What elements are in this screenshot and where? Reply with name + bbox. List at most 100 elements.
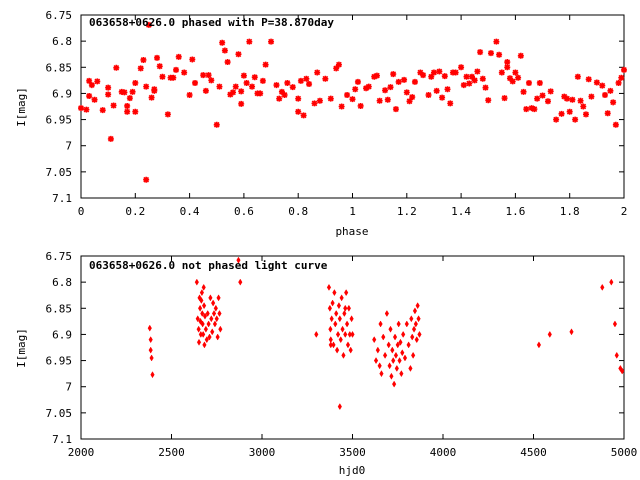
data-point (394, 364, 399, 372)
phased-plot-ylabel: I[mag] (15, 87, 28, 127)
data-point (406, 341, 411, 349)
data-point (404, 320, 409, 328)
data-point (372, 336, 377, 344)
data-point (300, 112, 307, 119)
data-point (411, 78, 418, 85)
data-point (430, 69, 437, 76)
data-point (395, 341, 400, 349)
data-point (363, 85, 370, 92)
data-point (375, 346, 380, 354)
data-point (238, 278, 243, 286)
data-point (337, 403, 342, 411)
data-point (387, 362, 392, 370)
data-point (580, 103, 587, 110)
data-point (137, 65, 144, 72)
y-tick-label: 7.05 (46, 407, 73, 420)
data-point (479, 75, 486, 82)
x-tick-label: 2500 (158, 446, 185, 459)
data-point (208, 77, 215, 84)
data-point (147, 324, 152, 332)
data-point (345, 341, 351, 349)
data-point (78, 105, 84, 112)
phased-plot-xlabel: phase (335, 225, 368, 238)
data-point (420, 72, 427, 79)
x-tick-label: 1.2 (397, 205, 417, 218)
data-point (585, 76, 592, 83)
data-point (544, 98, 551, 105)
data-point (349, 96, 356, 103)
data-point (207, 333, 212, 341)
unphased-plot-ticks: 2000 2500 3000 3500 4000 4500 5000 6.75 6.8 6.85 6… (46, 250, 638, 459)
data-point (276, 95, 283, 102)
x-tick-label: 1.4 (451, 205, 471, 218)
data-point (536, 79, 543, 86)
unphased-plot-title: 063658+0626.0 not phased light curve (89, 259, 328, 272)
data-point (382, 87, 389, 94)
data-point (327, 95, 334, 102)
data-point (156, 63, 163, 70)
data-point (400, 349, 405, 357)
data-point (99, 107, 106, 114)
data-point (523, 106, 530, 113)
data-point (377, 362, 382, 370)
data-point (601, 91, 608, 98)
data-point (306, 81, 313, 88)
data-point (289, 84, 296, 91)
y-tick-label: 6.75 (46, 9, 73, 22)
data-point (498, 69, 505, 76)
data-point (336, 302, 342, 310)
x-tick-label: 1.8 (560, 205, 580, 218)
data-point (525, 79, 532, 86)
data-point (569, 96, 576, 103)
data-point (458, 64, 465, 71)
data-point (330, 299, 335, 307)
data-point (335, 346, 340, 354)
y-tick-label: 6.85 (46, 61, 73, 74)
data-point (159, 73, 166, 80)
data-point (444, 86, 451, 93)
data-point (150, 371, 155, 379)
data-point (196, 325, 201, 333)
data-point (230, 89, 237, 96)
x-tick-label: 1 (349, 205, 356, 218)
data-point (349, 315, 354, 323)
data-point (145, 21, 152, 28)
data-point (403, 89, 410, 96)
data-point (243, 79, 250, 86)
data-point (485, 97, 492, 104)
unphased-plot-ylabel: I[mag] (15, 328, 28, 368)
data-point (413, 320, 418, 328)
data-point (357, 102, 364, 109)
data-point (531, 106, 538, 113)
data-point (509, 78, 516, 85)
data-point (553, 116, 560, 123)
data-point (297, 77, 304, 84)
x-tick-label: 0.4 (180, 205, 200, 218)
phased-plot-ticks: 0 0.2 0.4 0.6 0.8 1 1.2 1.4 1.6 1.8 2 6.75 6.8 6.85 6.… (46, 9, 628, 218)
data-point (201, 302, 207, 310)
data-point (391, 357, 396, 365)
phased-plot-panel: 0 0.2 0.4 0.6 0.8 1 1.2 1.4 1.6 1.8 2 6.75 6.8 6.85 6.… (15, 9, 627, 238)
data-point (105, 84, 112, 91)
data-point (433, 87, 440, 94)
x-tick-label: 2 (621, 205, 628, 218)
data-point (339, 294, 344, 302)
data-point (337, 315, 342, 323)
data-point (148, 336, 153, 344)
x-tick-label: 4500 (520, 446, 547, 459)
data-point (148, 346, 153, 354)
data-point (388, 325, 393, 333)
data-point (504, 59, 511, 66)
data-point (170, 74, 177, 81)
data-point (614, 351, 619, 359)
data-point (593, 79, 600, 86)
data-point (175, 53, 182, 60)
data-point (328, 325, 333, 333)
y-tick-label: 7 (65, 140, 72, 153)
y-tick-label: 7 (65, 381, 72, 394)
data-point (354, 78, 361, 85)
data-point (398, 338, 403, 346)
data-point (107, 135, 114, 142)
data-point (192, 79, 199, 86)
data-point (389, 372, 394, 380)
